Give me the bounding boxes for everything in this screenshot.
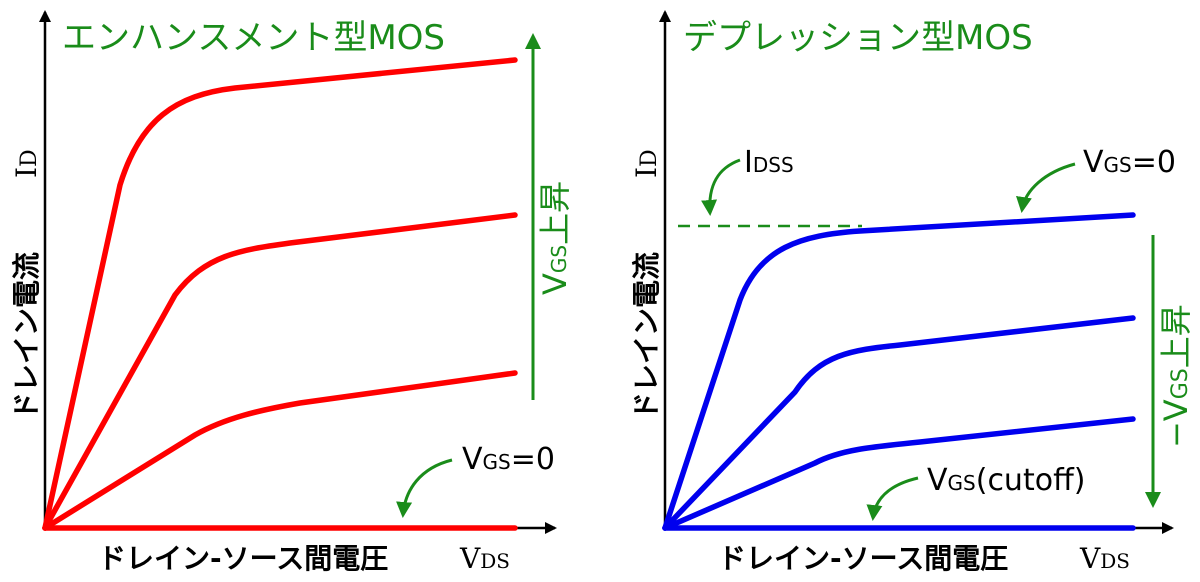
left-curves bbox=[42, 57, 518, 531]
left-vgs-zero-label: VGS=0 bbox=[462, 442, 555, 477]
right-panel: デプレッション型MOS IDSS VGS=0 −VGS上昇 VGS(cutoff… bbox=[630, 10, 1195, 575]
right-vgs-zero-rest: =0 bbox=[1132, 145, 1176, 180]
left-curve-mid bbox=[42, 212, 518, 531]
right-curve-mid bbox=[662, 315, 1136, 531]
right-idss-pointer bbox=[701, 158, 741, 216]
left-curve-low bbox=[42, 370, 518, 531]
left-vgs-increase-v: V bbox=[536, 273, 574, 295]
right-vgs-zero-label: VGS=0 bbox=[1083, 145, 1176, 180]
left-x-axis-symbol: VDS bbox=[459, 542, 510, 575]
right-x-axis-symbol-main: V bbox=[1079, 542, 1101, 575]
right-x-axis-symbol: VDS bbox=[1079, 542, 1130, 575]
left-x-axis-symbol-main: V bbox=[459, 542, 481, 575]
left-curve-high bbox=[42, 57, 518, 531]
left-vgs-zero-pointer bbox=[396, 458, 453, 518]
right-vgs-zero-v: V bbox=[1083, 145, 1104, 180]
right-curves bbox=[662, 212, 1136, 531]
right-cutoff-v: V bbox=[927, 463, 948, 498]
right-idss-sub: DSS bbox=[753, 153, 794, 177]
right-y-axis-label: ドレイン電流 bbox=[630, 252, 663, 420]
right-cutoff-pointer bbox=[866, 476, 919, 521]
right-neg-vgs-increase-v: V bbox=[1157, 399, 1195, 421]
right-y-axis-symbol-main: I bbox=[630, 167, 663, 178]
left-y-axis-symbol: ID bbox=[10, 149, 43, 178]
right-vgs-zero-pointer bbox=[1016, 162, 1076, 213]
right-y-axis-symbol-sub: D bbox=[637, 149, 662, 167]
left-vgs-increase-sub: GS bbox=[547, 245, 571, 273]
right-cutoff-rest: (cutoff) bbox=[976, 463, 1086, 498]
left-x-axis-symbol-sub: DS bbox=[480, 549, 510, 573]
right-curve-vgs-zero bbox=[662, 212, 1136, 531]
right-title: デプレッション型MOS bbox=[683, 18, 1033, 58]
left-panel: エンハンスメント型MOS VGS上昇 VGS=0 ドレイン電流 ID ドレイン-… bbox=[10, 10, 574, 575]
left-y-axis-symbol-main: I bbox=[10, 167, 43, 178]
left-vgs-zero-v: V bbox=[462, 442, 483, 477]
right-y-axis-symbol: ID bbox=[630, 149, 663, 178]
right-neg-vgs-increase-minus: − bbox=[1157, 421, 1195, 448]
right-idss-label: IDSS bbox=[744, 145, 794, 180]
left-x-axis-label: ドレイン-ソース間電圧 bbox=[98, 542, 388, 575]
right-vgs-zero-sub: GS bbox=[1104, 153, 1132, 177]
left-title: エンハンスメント型MOS bbox=[62, 18, 445, 58]
right-neg-vgs-increase-rest: 上昇 bbox=[1157, 304, 1195, 368]
left-y-axis-symbol-sub: D bbox=[17, 149, 42, 167]
left-vgs-zero-rest: =0 bbox=[511, 442, 555, 477]
right-cutoff-label: VGS(cutoff) bbox=[927, 463, 1085, 498]
right-x-axis-symbol-sub: DS bbox=[1100, 549, 1130, 573]
left-vgs-zero-sub: GS bbox=[483, 450, 511, 474]
right-neg-vgs-increase-label: −VGS上昇 bbox=[1157, 304, 1195, 448]
left-vgs-increase-rest: 上昇 bbox=[536, 181, 574, 245]
right-idss-main: I bbox=[744, 145, 753, 180]
right-neg-vgs-increase-sub: GS bbox=[1168, 368, 1193, 399]
left-vgs-increase-label: VGS上昇 bbox=[536, 181, 574, 295]
right-x-axis-label: ドレイン-ソース間電圧 bbox=[718, 542, 1008, 575]
right-curve-low bbox=[662, 416, 1136, 531]
left-y-axis-label: ドレイン電流 bbox=[10, 252, 43, 420]
right-cutoff-sub: GS bbox=[948, 471, 976, 495]
